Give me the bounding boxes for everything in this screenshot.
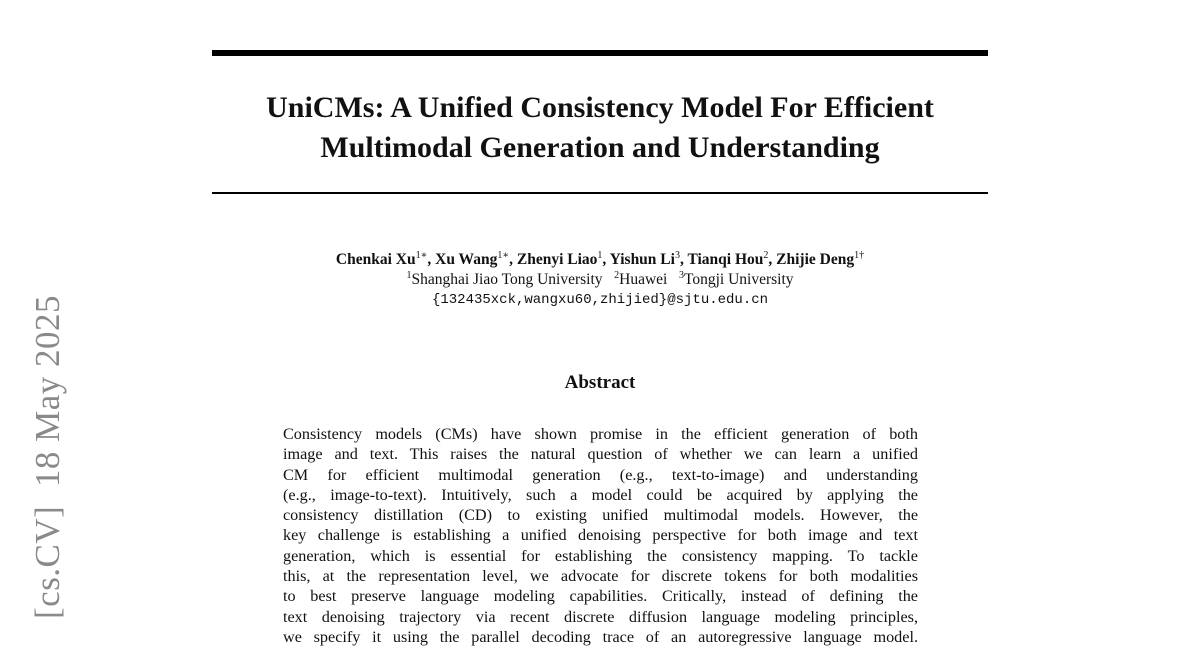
abstract-heading: Abstract [564,372,636,393]
arxiv-side-stamp: [cs.CV] 18 May 2025 [28,295,67,619]
abstract-line: this, at the representation level, we ad… [283,567,918,586]
title-line-1: UniCMs: A Unified Consistency Model For … [266,91,934,124]
author-affiliation-mark: 1∗ [497,250,510,261]
author-list: Chenkai Xu1∗, Xu Wang1∗, Zhenyi Liao1, Y… [335,250,865,269]
author-name: Yishun Li [609,251,675,268]
affiliation-mark: 3 [678,270,684,281]
title-bottom-rule [212,192,988,194]
author-affiliation-mark: 1† [854,250,865,261]
abstract-line: image and text. This raises the natural … [283,445,918,464]
author-affiliation-mark: 1∗ [415,250,428,261]
author-name: Xu Wang [435,251,498,268]
abstract-body: Consistency models (CMs) have shown prom… [283,424,918,647]
author-name: Tianqi Hou [687,251,764,268]
author-affiliation-mark: 3 [674,250,680,261]
author-block: Chenkai Xu1∗, Xu Wang1∗, Zhenyi Liao1, Y… [212,250,988,310]
paper-title: UniCMs: A Unified Consistency Model For … [212,88,988,168]
affiliation-mark: 1 [406,270,412,281]
email: {132435xck,wangxu60,zhijied}@sjtu.edu.cn [431,292,769,308]
title-line-2: Multimodal Generation and Understanding [320,131,880,164]
abstract-line: (e.g., image-to-text). Intuitively, such… [283,485,918,504]
abstract-line: we specify it using the parallel decodin… [283,627,918,646]
author-affiliation-mark: 2 [763,250,769,261]
author-name: Chenkai Xu [335,251,416,268]
abstract-line: CM for efficient multimodal generation (… [283,465,918,484]
top-rule [212,50,988,56]
abstract-line: Consistency models (CMs) have shown prom… [283,425,918,443]
abstract-line: text denoising trajectory via recent dis… [283,607,918,626]
author-name: Zhenyi Liao [516,251,598,268]
abstract-line: consistency distillation (CD) to existin… [283,506,918,525]
author-affiliation-mark: 1 [597,250,603,261]
abstract-line: generation, which is essential for estab… [283,546,918,565]
affiliation-mark: 2 [614,270,620,281]
abstract-line: key challenge is establishing a unified … [283,526,918,545]
affiliation-name: Shanghai Jiao Tong University [411,271,603,288]
affiliation-list: 1Shanghai Jiao Tong University 2Huawei 3… [212,270,988,290]
affiliation-name: Tongji University [683,271,794,288]
affiliation-name: Huawei [619,271,668,288]
abstract-line: to best preserve language modeling capab… [283,587,918,606]
author-name: Zhijie Deng [776,251,855,268]
